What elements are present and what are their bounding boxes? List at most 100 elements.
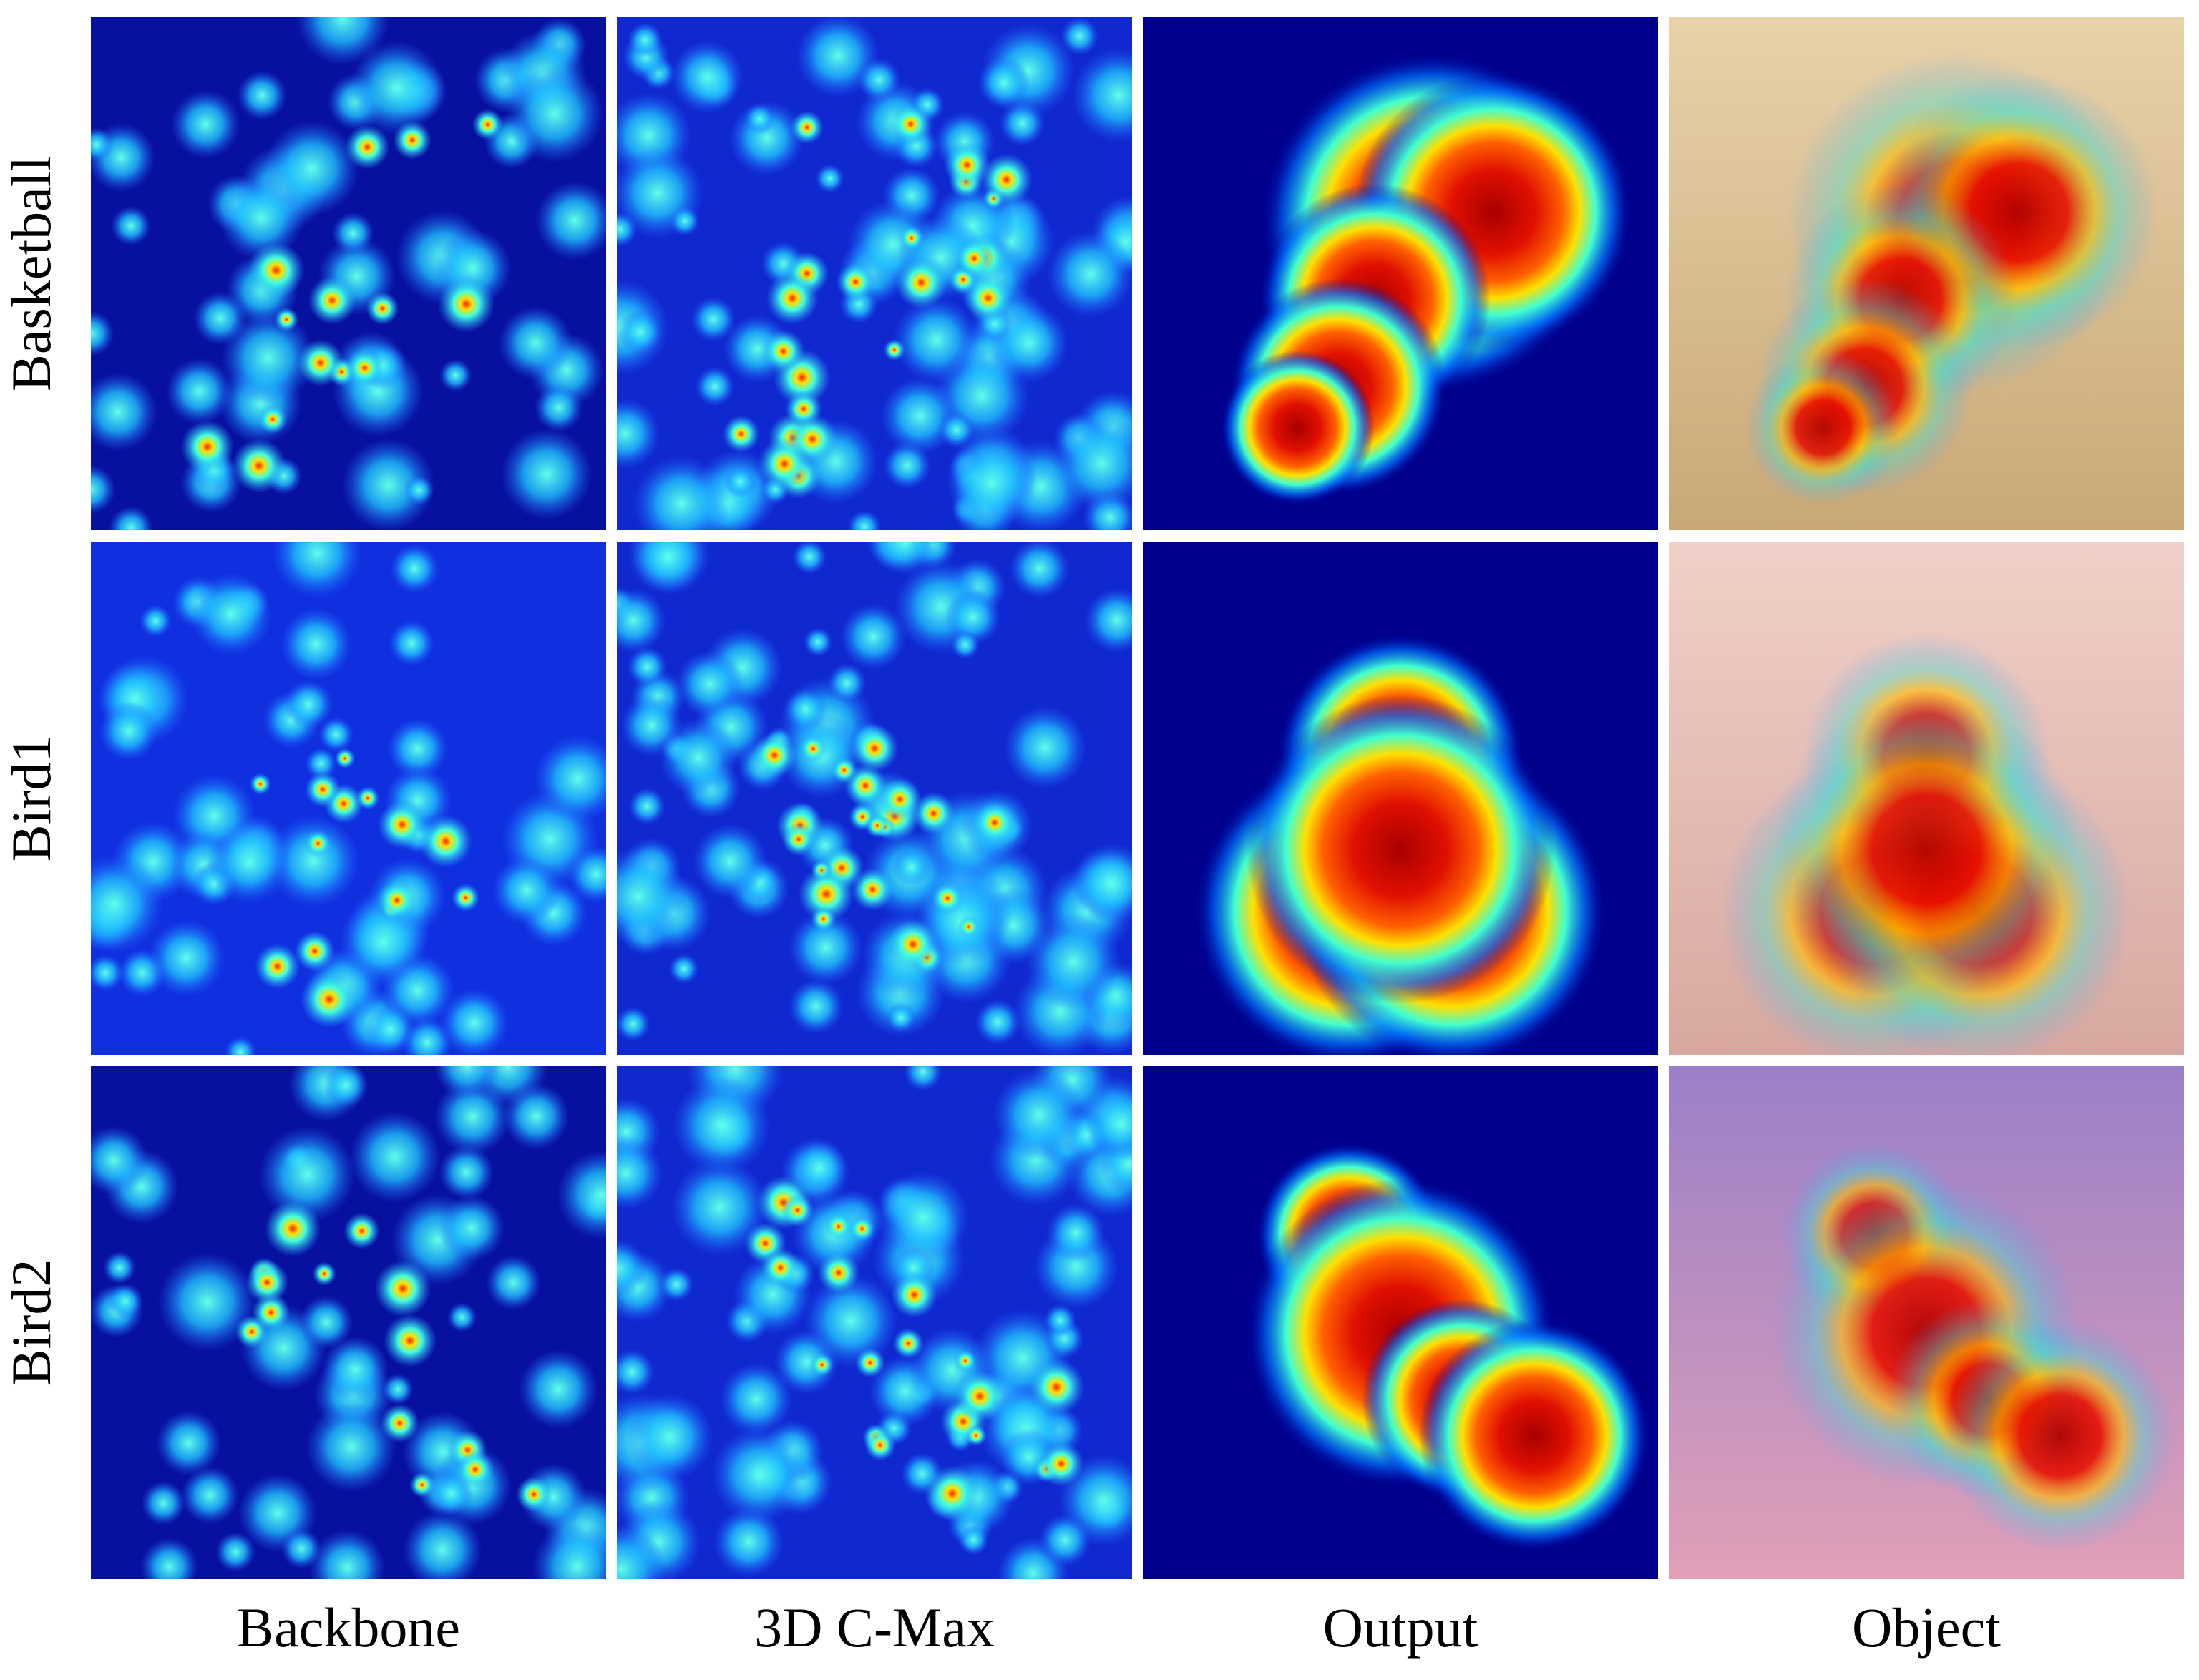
texture: [99, 701, 159, 761]
hot-spot: [790, 110, 824, 145]
texture: [140, 1538, 199, 1579]
heatmap-tile: [91, 1066, 606, 1579]
hot-spot: [376, 879, 418, 921]
texture: [220, 311, 316, 406]
hot-spot: [864, 1430, 896, 1461]
hot-spot: [955, 238, 994, 278]
hot-spot: [308, 276, 356, 325]
hot-spot: [472, 109, 504, 140]
heatmap-tile: [1143, 17, 1658, 530]
texture: [876, 1171, 970, 1264]
hot-spot: [924, 1465, 980, 1522]
texture: [180, 1466, 239, 1525]
hot-spot: [851, 868, 894, 911]
texture: [318, 716, 354, 753]
texture: [386, 718, 449, 780]
texture: [788, 979, 844, 1035]
hot-spot: [345, 124, 390, 170]
texture: [617, 1136, 663, 1211]
heatmap-tile: [1143, 542, 1658, 1055]
hot-spot: [377, 800, 426, 849]
hot-spot: [766, 272, 819, 325]
texture: [91, 464, 116, 514]
texture: [109, 506, 154, 530]
texture: [617, 847, 688, 946]
blob: [1246, 695, 1555, 1005]
hot-spot: [899, 225, 925, 250]
hot-spot: [761, 1248, 801, 1288]
texture: [633, 542, 703, 592]
hot-spot: [312, 1261, 336, 1286]
texture: [91, 954, 124, 992]
hot-spot: [855, 1347, 885, 1378]
texture: [388, 620, 435, 667]
texture: [627, 22, 663, 58]
texture: [208, 821, 291, 904]
texture: [803, 627, 833, 657]
hot-spot: [304, 830, 332, 857]
texture: [439, 1144, 494, 1201]
hot-spot: [799, 734, 828, 763]
texture: [904, 1066, 942, 1091]
hot-spot: [850, 724, 899, 773]
texture: [305, 747, 337, 780]
texture: [711, 1426, 808, 1523]
hot-spot: [366, 291, 399, 326]
texture: [532, 1521, 606, 1579]
texture: [505, 64, 604, 163]
texture: [791, 1141, 847, 1196]
texture: [91, 854, 164, 954]
hot-spot: [374, 1260, 431, 1317]
texture: [296, 17, 390, 66]
labels: Basketball Bird1 Bird2 Backbone 3D C-Max Outp…: [0, 156, 2001, 1659]
texture: [272, 542, 363, 599]
texture: [788, 910, 863, 985]
hot-spot: [297, 339, 344, 386]
texture: [671, 1158, 769, 1256]
heatmap-tile: [1669, 1066, 2184, 1579]
texture: [485, 1255, 542, 1311]
hot-spot: [889, 103, 932, 145]
texture: [946, 438, 1037, 528]
texture: [1085, 1087, 1132, 1161]
texture: [1071, 842, 1132, 924]
hot-spot: [409, 1472, 435, 1498]
texture: [306, 1402, 396, 1493]
texture: [628, 787, 666, 825]
texture: [719, 1362, 793, 1436]
hot-spot: [343, 1213, 380, 1249]
heatmap-tile: [91, 17, 606, 530]
hot-spot: [758, 437, 811, 490]
texture: [518, 1349, 598, 1430]
column-label: Object: [1852, 1596, 2001, 1659]
blob: [1418, 1319, 1651, 1552]
texture: [139, 605, 172, 638]
texture: [1071, 48, 1132, 143]
hot-spot: [781, 1193, 814, 1227]
texture: [792, 542, 827, 575]
hot-spot: [264, 1200, 321, 1257]
hot-spot: [980, 153, 1033, 206]
texture: [975, 999, 1021, 1045]
texture: [215, 1531, 256, 1572]
hot-spot: [817, 1251, 860, 1294]
row-label: Bird2: [0, 1259, 62, 1387]
texture: [91, 127, 114, 162]
texture: [147, 919, 225, 997]
hot-spot: [305, 771, 341, 808]
texture: [404, 475, 434, 506]
texture: [617, 588, 666, 654]
texture: [567, 845, 606, 904]
texture: [617, 1239, 648, 1299]
blob: [1220, 350, 1375, 505]
heatmap-tile: [1669, 542, 2184, 1055]
texture: [627, 646, 668, 688]
texture: [402, 1510, 482, 1579]
hot-spot: [274, 307, 299, 332]
texture: [1025, 914, 1122, 1010]
texture: [1003, 705, 1087, 790]
hot-spot: [944, 142, 990, 188]
hot-spot: [356, 786, 380, 810]
texture: [533, 734, 606, 824]
